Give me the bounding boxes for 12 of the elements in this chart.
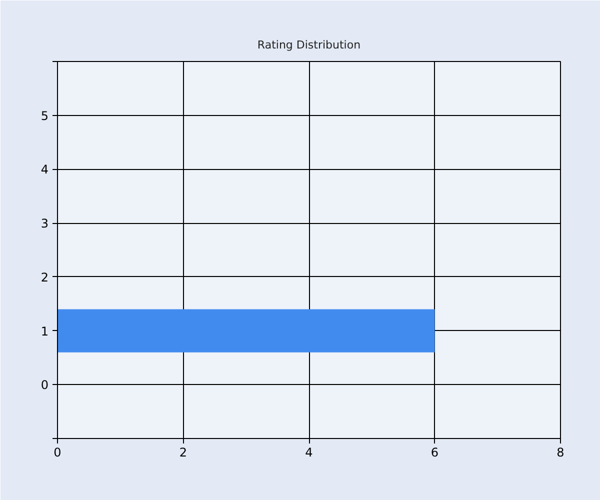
y-tick-label: 1 [40, 324, 49, 338]
x-tick-label: 4 [305, 446, 313, 460]
y-tick-label: 4 [40, 162, 49, 177]
chart-title: Rating Distribution [257, 38, 361, 52]
x-tick-label: 8 [556, 446, 564, 460]
y-tick-label: 3 [40, 216, 49, 231]
x-tick-label: 6 [430, 446, 439, 460]
y-tick-label: 0 [40, 378, 49, 392]
x-tick-label: 2 [179, 446, 188, 460]
y-tick-label: 5 [40, 108, 49, 123]
y-tick-label: 2 [40, 270, 49, 284]
x-tick-label: 0 [54, 446, 62, 460]
